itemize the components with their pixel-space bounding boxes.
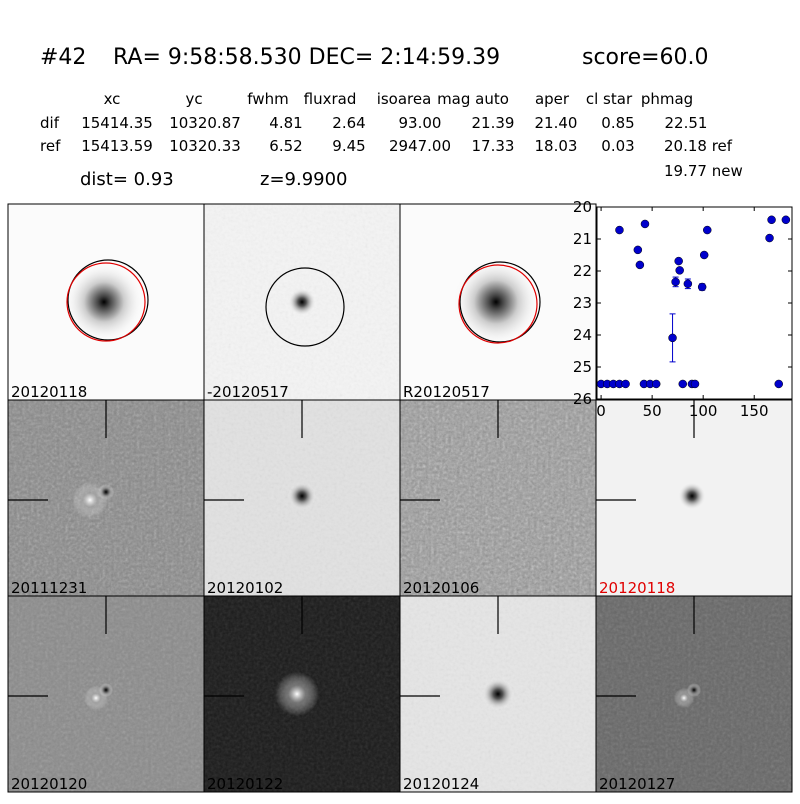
object-id: #42 <box>40 45 86 70</box>
cell: 10320.33 <box>169 137 241 155</box>
cell: 18.03 <box>535 137 578 155</box>
cell: 10320.87 <box>169 114 241 132</box>
score: score=60.0 <box>582 45 709 70</box>
point <box>683 279 693 289</box>
y-tick-label: 25 <box>573 358 592 376</box>
x-tick-label: 0 <box>596 402 606 420</box>
stamp-label: 20120118 <box>599 579 675 597</box>
redshift: z=9.9900 <box>260 169 348 190</box>
column-header: yc <box>185 90 202 108</box>
y-tick-label: 26 <box>573 390 592 408</box>
stamp-label: 20120127 <box>599 775 675 793</box>
column-header: xc <box>104 90 121 108</box>
column-header: aper <box>535 90 570 108</box>
point <box>635 260 645 270</box>
row-label: dif <box>40 114 60 132</box>
point <box>675 266 684 275</box>
plot-frame <box>596 206 793 400</box>
dist: dist= 0.93 <box>80 169 174 190</box>
new-mag: 19.77 new <box>664 162 743 180</box>
y-tick-label: 21 <box>573 230 592 248</box>
column-header: mag auto <box>437 90 509 108</box>
cell: 15413.59 <box>81 137 153 155</box>
x-tick-label: 100 <box>689 402 718 420</box>
point <box>781 215 791 225</box>
cell: 2.64 <box>332 114 365 132</box>
column-header: isoarea <box>377 90 432 108</box>
x-tick-label: 150 <box>740 402 769 420</box>
point <box>621 379 630 389</box>
cell: 6.52 <box>269 137 302 155</box>
y-tick-label: 24 <box>573 326 592 344</box>
point <box>697 282 707 292</box>
row-label: ref <box>40 137 61 155</box>
cell: 0.03 <box>601 137 634 155</box>
y-tick-label: 22 <box>573 262 592 280</box>
cell: 22.51 <box>665 114 708 132</box>
coords: RA= 9:58:58.530 DEC= 2:14:59.39 <box>113 45 500 70</box>
y-tick-label: 20 <box>573 198 592 216</box>
column-header: fluxrad <box>304 90 357 108</box>
stamp-label: -20120517 <box>207 383 289 401</box>
cell: 0.85 <box>601 114 634 132</box>
point <box>651 379 661 389</box>
point <box>678 379 688 389</box>
cell: 9.45 <box>332 137 365 155</box>
point <box>668 333 677 343</box>
cell: 21.40 <box>535 114 578 132</box>
cell: 20.18 ref <box>664 137 733 155</box>
point <box>615 225 624 235</box>
cell: 4.81 <box>269 114 302 132</box>
cell: 17.33 <box>472 137 515 155</box>
stamp-label: 20120124 <box>403 775 479 793</box>
point <box>703 225 712 235</box>
stamp-label: 20111231 <box>11 579 87 597</box>
stamp-label: R20120517 <box>403 383 490 401</box>
point <box>633 245 643 255</box>
point <box>774 379 783 389</box>
point <box>674 256 683 266</box>
x-tick-label: 50 <box>643 402 662 420</box>
column-header: cl star <box>586 90 633 108</box>
point <box>765 233 774 243</box>
y-tick-label: 23 <box>573 294 592 312</box>
cell: 93.00 <box>399 114 442 132</box>
stamps: 20120118 -20120517 R20120517 20111231 201201… <box>7 203 793 793</box>
column-header: fwhm <box>247 90 288 108</box>
stamp-label: 20120106 <box>403 579 479 597</box>
stamp-label: 20120120 <box>11 775 87 793</box>
point <box>767 215 776 225</box>
stamp-label: 20120118 <box>11 383 87 401</box>
point <box>699 250 709 260</box>
stamp-label: 20120102 <box>207 579 283 597</box>
cell: 15414.35 <box>81 114 153 132</box>
cell: 2947.00 <box>389 137 451 155</box>
table: xc yc fwhm fluxrad isoarea mag auto aper cl sta… <box>40 90 733 155</box>
cell: 21.39 <box>472 114 515 132</box>
point <box>690 379 700 389</box>
point <box>640 219 650 229</box>
column-header: phmag <box>641 90 693 108</box>
point <box>671 277 680 287</box>
stamp-label: 20120122 <box>207 775 283 793</box>
